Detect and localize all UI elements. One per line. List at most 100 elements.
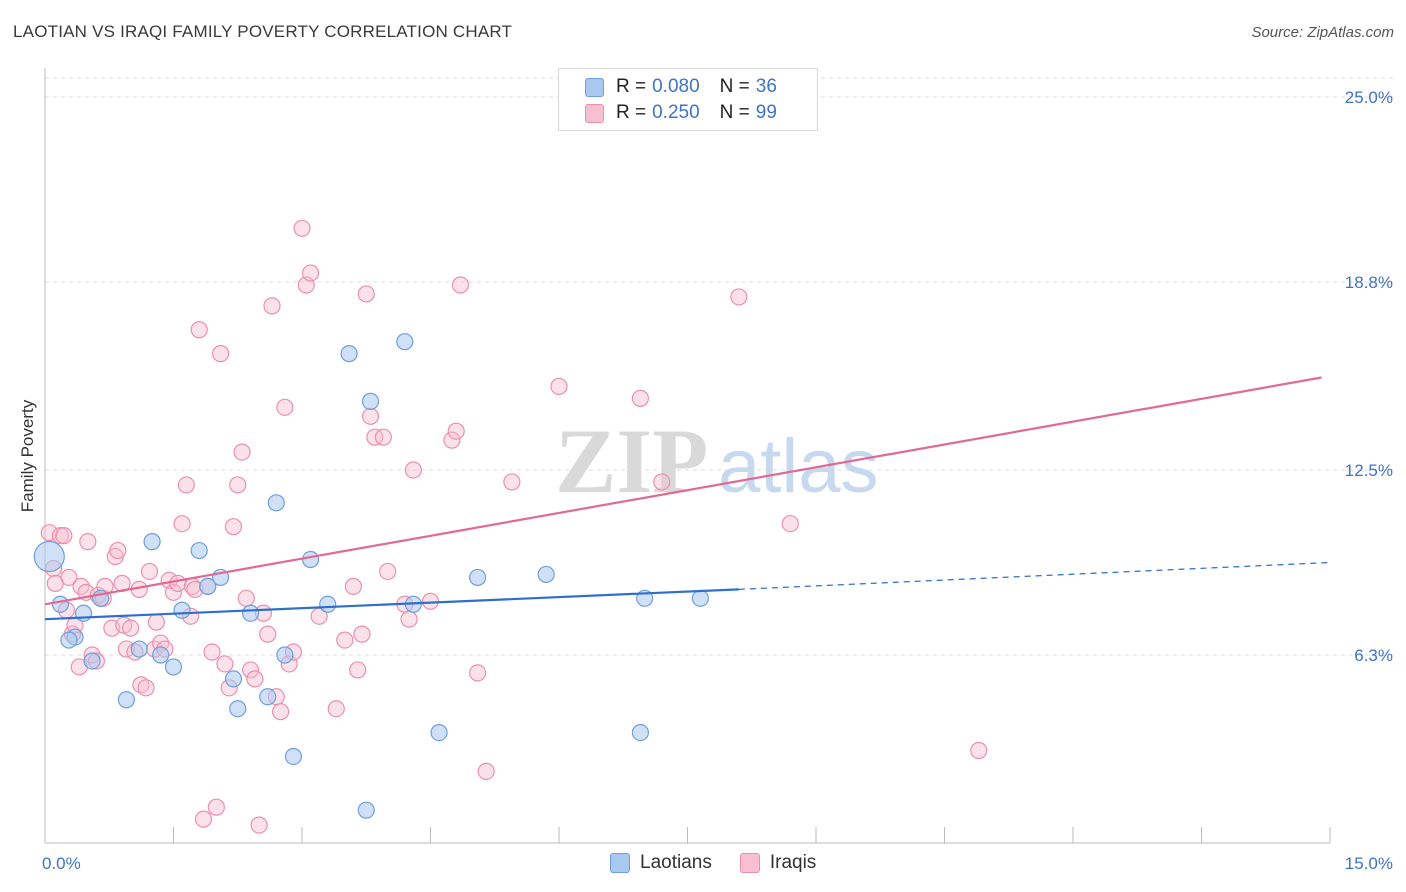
laotians-point: [143, 533, 161, 551]
n-value: 36: [755, 76, 777, 97]
laotians-point: [469, 568, 487, 587]
laotians-point: [152, 646, 170, 664]
legend-item-iraqis[interactable]: Iraqis: [739, 852, 817, 874]
iraqis-point: [361, 407, 380, 425]
iraqis-point: [203, 643, 221, 661]
iraqis-point: [781, 515, 799, 533]
iraqis-point: [79, 533, 97, 551]
y-axis-label: Family Poverty: [18, 399, 37, 512]
iraqis-point: [40, 524, 58, 542]
iraqis-point: [631, 389, 649, 407]
laotians-point: [190, 541, 208, 560]
iraqis-point: [259, 625, 277, 643]
laotians-point: [130, 640, 148, 658]
n-label: N =: [719, 76, 750, 97]
iraqis-point: [237, 589, 255, 607]
laotians-trend-line: [44, 588, 739, 621]
laotians-point: [284, 747, 303, 766]
iraqis-point: [550, 377, 568, 396]
iraqis-point: [164, 583, 183, 601]
iraqis-point: [55, 527, 73, 545]
iraqis-point: [503, 473, 521, 491]
legend-label-laotians: Laotians: [640, 852, 712, 873]
iraqis-point: [263, 297, 281, 315]
y-tick-label: 18.8%: [1345, 273, 1393, 292]
iraqis-point: [212, 345, 230, 363]
iraqis-point: [451, 276, 470, 294]
y-tick-label: 12.5%: [1345, 461, 1393, 480]
iraqis-point: [122, 619, 140, 637]
r-value: 0.080: [652, 76, 700, 97]
n-value: 99: [755, 102, 777, 123]
laotians-series: [33, 333, 709, 819]
laotians-point: [259, 688, 277, 706]
laotians-point: [242, 604, 260, 622]
r-label: R =: [616, 76, 647, 97]
tick-labels: 6.3% 12.5% 18.8% 25.0% 0.0% 15.0%: [42, 88, 1393, 873]
iraqis-point: [207, 798, 225, 816]
laotians-point: [340, 345, 358, 363]
svg-text:atlas: atlas: [718, 424, 879, 509]
laotians-point: [537, 565, 555, 584]
laotians-point: [276, 646, 294, 664]
y-tick-label: 25.0%: [1345, 88, 1393, 107]
axes: [44, 68, 1331, 844]
chart-title: LAOTIAN VS IRAQI FAMILY POVERTY CORRELAT…: [13, 22, 513, 41]
zipatlas-watermark: ZIP atlas: [555, 410, 879, 512]
legend-item-laotians[interactable]: Laotians: [610, 852, 712, 874]
correlation-legend: R = 0.080 N = 36 R = 0.250 N = 99: [558, 68, 818, 131]
iraqis-series: [40, 219, 988, 834]
laotians-point: [430, 723, 448, 742]
iraqis-point: [60, 568, 78, 587]
iraqis-point: [970, 741, 988, 760]
laotians-point: [199, 577, 217, 595]
laotians-point: [60, 631, 78, 649]
n-label: N =: [719, 102, 750, 123]
iraqis-point: [276, 398, 294, 416]
iraqis-point: [447, 422, 465, 440]
iraqis-point: [271, 703, 290, 721]
iraqis-point: [242, 661, 260, 679]
y-tick-label: 6.3%: [1354, 646, 1393, 665]
iraqis-point: [357, 285, 375, 303]
x-tick-label: 15.0%: [1345, 854, 1393, 873]
svg-text:ZIP: ZIP: [555, 410, 708, 512]
laotians-point: [173, 601, 191, 619]
x-tick-label: 0.0%: [42, 854, 81, 873]
source-label: Source: ZipAtlas.com: [1251, 24, 1394, 41]
iraqis-point: [140, 562, 159, 581]
r-value: 0.250: [652, 102, 700, 123]
laotians-point: [361, 392, 380, 410]
iraqis-point: [327, 700, 345, 718]
iraqis-point: [404, 461, 422, 479]
iraqis-point: [147, 613, 165, 631]
iraqis-point: [173, 515, 191, 533]
laotians-point: [229, 700, 247, 718]
iraqis-point: [246, 670, 264, 688]
laotians-swatch: [585, 77, 604, 97]
iraqis-point: [443, 431, 461, 449]
laotians-point: [357, 801, 375, 819]
trend-lines: [44, 376, 1331, 621]
iraqis-point: [379, 562, 397, 581]
iraqis-point: [224, 518, 243, 536]
laotians-point: [83, 652, 101, 670]
iraqis-point: [137, 679, 155, 697]
laotians-point: [224, 670, 243, 688]
iraqis-point: [293, 219, 311, 237]
legend-row-laotians: R = 0.080 N = 36: [585, 75, 777, 99]
iraqis-point: [301, 264, 320, 282]
laotians-point: [396, 333, 414, 351]
iraqis-point: [194, 810, 213, 828]
laotians-point: [301, 550, 320, 569]
laotians-point: [319, 595, 337, 613]
legend-label-iraqis: Iraqis: [769, 852, 817, 873]
iraqis-point: [216, 655, 234, 673]
iraqis-point: [400, 610, 418, 628]
legend-row-iraqis: R = 0.250 N = 99: [585, 101, 777, 125]
laotians-point: [267, 494, 285, 512]
iraqis-point: [132, 676, 150, 694]
iraqis-point: [353, 625, 371, 643]
iraqis-trend-line: [44, 376, 1322, 606]
